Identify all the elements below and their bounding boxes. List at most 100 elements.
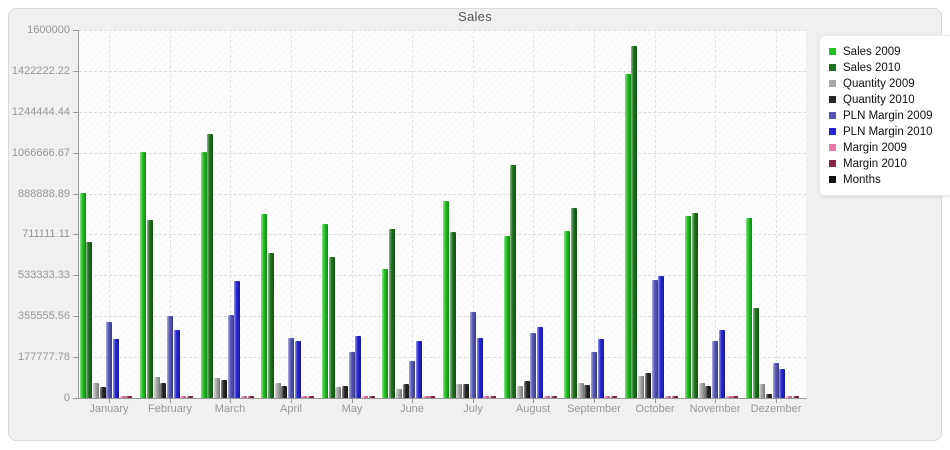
- bar-margin-2010-january[interactable]: [126, 396, 133, 398]
- legend-item-pln-margin-2010[interactable]: PLN Margin 2010: [829, 124, 945, 139]
- bar-quantity-2010-august[interactable]: [523, 380, 530, 398]
- bar-quantity-2010-september[interactable]: [584, 384, 591, 398]
- legend-item-quantity-2009[interactable]: Quantity 2009: [829, 76, 945, 91]
- bar-quantity-2010-january[interactable]: [99, 387, 106, 398]
- legend-item-pln-margin-2009[interactable]: PLN Margin 2009: [829, 108, 945, 123]
- bar-quantity-2009-february[interactable]: [153, 377, 160, 398]
- bar-pln-margin-2010-july[interactable]: [476, 337, 483, 398]
- bar-sales-2009-november[interactable]: [685, 216, 692, 398]
- bar-pln-margin-2009-july[interactable]: [469, 312, 476, 398]
- bar-sales-2010-january[interactable]: [86, 241, 93, 398]
- bar-pln-margin-2009-september[interactable]: [591, 351, 597, 398]
- bar-margin-2009-november[interactable]: [725, 396, 732, 398]
- bar-pln-margin-2009-april[interactable]: [288, 338, 294, 398]
- bar-pln-margin-2009-october[interactable]: [651, 279, 658, 398]
- bar-margin-2010-september[interactable]: [611, 396, 618, 398]
- bar-quantity-2009-september[interactable]: [577, 383, 584, 398]
- bar-margin-2009-july[interactable]: [483, 396, 490, 398]
- bar-sales-2010-october[interactable]: [631, 46, 638, 398]
- bar-margin-2010-august[interactable]: [550, 396, 557, 398]
- bar-sales-2009-october[interactable]: [624, 73, 631, 398]
- bar-margin-2009-march[interactable]: [240, 396, 247, 398]
- bar-sales-2010-dezember[interactable]: [752, 308, 759, 398]
- bar-pln-margin-2010-october[interactable]: [658, 276, 665, 398]
- bar-margin-2010-june[interactable]: [429, 396, 436, 398]
- bar-pln-margin-2009-dezember[interactable]: [772, 362, 779, 398]
- bar-pln-margin-2010-dezember[interactable]: [779, 368, 786, 398]
- bar-sales-2009-august[interactable]: [503, 235, 510, 398]
- legend-item-months[interactable]: Months: [829, 172, 945, 187]
- bar-sales-2009-dezember[interactable]: [745, 217, 752, 398]
- bar-margin-2010-july[interactable]: [489, 396, 496, 398]
- bar-margin-2009-october[interactable]: [664, 396, 671, 398]
- bar-sales-2010-july[interactable]: [449, 232, 456, 398]
- bar-sales-2010-may[interactable]: [328, 256, 335, 398]
- bar-margin-2010-dezember[interactable]: [792, 396, 799, 398]
- bar-quantity-2009-may[interactable]: [335, 387, 342, 398]
- bar-pln-margin-2009-june[interactable]: [409, 361, 416, 398]
- bar-quantity-2009-october[interactable]: [638, 375, 645, 398]
- bar-pln-margin-2009-november[interactable]: [712, 340, 719, 398]
- bar-pln-margin-2009-august[interactable]: [530, 333, 537, 398]
- bar-margin-2010-february[interactable]: [187, 396, 193, 398]
- bar-sales-2009-september[interactable]: [564, 231, 571, 398]
- bar-margin-2009-april[interactable]: [301, 396, 308, 398]
- bar-sales-2009-may[interactable]: [321, 224, 328, 398]
- bar-quantity-2009-dezember[interactable]: [759, 383, 766, 398]
- bar-pln-margin-2009-february[interactable]: [166, 316, 173, 398]
- bar-sales-2010-february[interactable]: [146, 219, 153, 398]
- bar-pln-margin-2009-march[interactable]: [227, 315, 234, 398]
- bar-quantity-2010-february[interactable]: [160, 382, 167, 398]
- bar-sales-2009-april[interactable]: [261, 214, 268, 398]
- bar-pln-margin-2009-may[interactable]: [348, 351, 355, 398]
- bar-margin-2010-may[interactable]: [368, 396, 375, 398]
- bar-margin-2010-april[interactable]: [308, 396, 315, 398]
- bar-sales-2010-september[interactable]: [570, 208, 577, 398]
- bar-sales-2009-march[interactable]: [200, 151, 207, 398]
- bar-quantity-2009-august[interactable]: [517, 385, 523, 398]
- bar-sales-2009-june[interactable]: [382, 269, 389, 398]
- legend-item-sales-2009[interactable]: Sales 2009: [829, 44, 945, 59]
- bar-quantity-2010-june[interactable]: [402, 383, 409, 398]
- bar-quantity-2010-july[interactable]: [463, 384, 470, 398]
- bar-margin-2009-august[interactable]: [543, 396, 550, 398]
- bar-margin-2009-january[interactable]: [119, 396, 126, 398]
- bar-quantity-2009-january[interactable]: [92, 383, 99, 398]
- legend-item-sales-2010[interactable]: Sales 2010: [829, 60, 945, 75]
- bar-sales-2009-january[interactable]: [79, 193, 86, 398]
- bar-sales-2009-february[interactable]: [140, 151, 147, 398]
- bar-margin-2009-june[interactable]: [422, 396, 429, 398]
- bar-margin-2010-october[interactable]: [671, 396, 678, 398]
- bar-pln-margin-2010-march[interactable]: [234, 280, 241, 398]
- bar-quantity-2010-november[interactable]: [705, 385, 712, 398]
- bar-margin-2009-february[interactable]: [180, 396, 187, 398]
- bar-quantity-2009-november[interactable]: [698, 382, 705, 398]
- bar-margin-2009-dezember[interactable]: [786, 396, 793, 398]
- bar-quantity-2009-june[interactable]: [395, 388, 402, 398]
- bar-pln-margin-2010-september[interactable]: [597, 339, 604, 398]
- bar-sales-2010-march[interactable]: [207, 133, 214, 398]
- bar-sales-2010-august[interactable]: [510, 164, 517, 398]
- bar-pln-margin-2010-february[interactable]: [173, 330, 180, 398]
- bar-sales-2010-november[interactable]: [692, 212, 698, 398]
- bar-margin-2009-may[interactable]: [362, 396, 368, 398]
- bar-quantity-2010-october[interactable]: [644, 372, 651, 398]
- legend-item-margin-2010[interactable]: Margin 2010: [829, 156, 945, 171]
- bar-pln-margin-2010-june[interactable]: [415, 340, 422, 398]
- bar-pln-margin-2010-november[interactable]: [718, 330, 725, 398]
- bar-margin-2010-march[interactable]: [247, 396, 254, 398]
- bar-pln-margin-2010-august[interactable]: [537, 326, 544, 398]
- bar-quantity-2010-march[interactable]: [220, 379, 227, 398]
- legend-item-quantity-2010[interactable]: Quantity 2010: [829, 92, 945, 107]
- bar-pln-margin-2009-january[interactable]: [106, 322, 113, 398]
- bar-quantity-2010-may[interactable]: [341, 385, 348, 398]
- bar-quantity-2009-april[interactable]: [274, 383, 281, 398]
- bar-pln-margin-2010-april[interactable]: [294, 340, 301, 398]
- bar-sales-2010-april[interactable]: [267, 253, 274, 398]
- bar-margin-2009-september[interactable]: [604, 396, 611, 398]
- bar-quantity-2009-july[interactable]: [456, 383, 463, 398]
- bar-margin-2010-november[interactable]: [732, 396, 739, 398]
- legend-item-margin-2009[interactable]: Margin 2009: [829, 140, 945, 155]
- bar-quantity-2010-april[interactable]: [281, 385, 288, 398]
- bar-quantity-2010-dezember[interactable]: [766, 393, 772, 398]
